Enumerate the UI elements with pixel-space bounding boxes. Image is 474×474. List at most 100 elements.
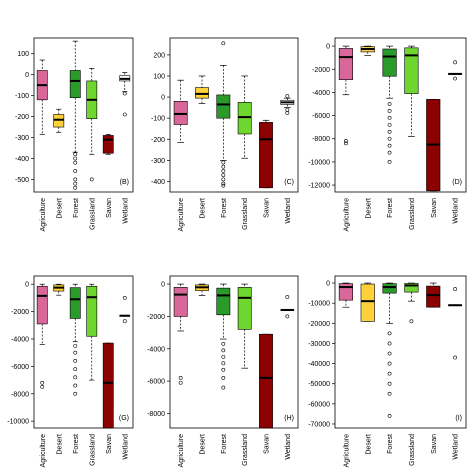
x-category-label: Wetland [122, 198, 129, 224]
x-category-label: Savan [431, 198, 438, 218]
outlier-point [387, 143, 392, 148]
outlier-point [73, 367, 78, 372]
outlier-point [285, 314, 290, 319]
y-tick-label: -40000 [308, 361, 330, 368]
y-tick-label: -10000 [308, 301, 330, 308]
outlier-point [221, 354, 226, 359]
outlier-point [387, 361, 392, 366]
x-category-label: Savan [106, 198, 113, 218]
outlier-point [221, 41, 226, 46]
outlier-point [387, 391, 392, 396]
panel-4: 0 -2000 -4000 -6000 -8000 Agriculture Desert Fo… [147, 275, 299, 467]
outlier-point [409, 319, 414, 324]
outlier-point [73, 375, 78, 380]
y-tick-label: -100 [151, 116, 165, 123]
box-forest [382, 48, 397, 77]
outlier-point [73, 391, 78, 396]
y-tick-label: 100 [17, 51, 29, 58]
outlier-point [387, 341, 392, 346]
outlier-point [221, 177, 226, 182]
x-category-label: Desert [56, 198, 63, 219]
y-tick-label: -12000 [308, 183, 330, 190]
box-grassland [404, 47, 419, 94]
y-tick-label: -300 [15, 135, 29, 142]
outlier-point [387, 122, 392, 127]
outlier-point [285, 94, 290, 98]
y-tick-label: -200 [151, 137, 165, 144]
x-category-label: Desert [200, 434, 207, 455]
y-tick-label: -20000 [308, 321, 330, 328]
plot-frame [334, 37, 467, 193]
plot-frame [33, 275, 134, 429]
panel-label: (B) [120, 179, 129, 186]
outlier-point [387, 129, 392, 134]
outlier-point [122, 91, 127, 96]
x-category-label: Savan [264, 434, 271, 454]
box-grassland [404, 283, 419, 293]
x-category-label: Desert [56, 434, 63, 455]
box-desert [360, 283, 375, 322]
x-category-label: Desert [365, 434, 372, 455]
outlier-point [387, 136, 392, 141]
box-forest [216, 94, 231, 119]
y-tick-label: -8000 [11, 391, 29, 398]
outlier-point [73, 185, 78, 190]
panel-2: 0 -2000 -4000 -6000 -8000 -10000 -12000 Agricul… [308, 37, 467, 231]
panel-3: 0 -2000 -4000 -6000 -8000 -10000 Agriculture De… [7, 275, 134, 467]
outlier-point [89, 177, 94, 182]
y-tick-label: -60000 [308, 401, 330, 408]
panel-0: 100 0 -100 -200 -300 -400 -500 Agriculture Deser… [15, 37, 134, 231]
outlier-point [73, 152, 78, 157]
panel-5: 0 -10000 -20000 -30000 -40000 -50000 -60000 -70… [308, 275, 467, 468]
outlier-point [221, 342, 226, 346]
y-tick-label: -6000 [11, 364, 29, 371]
y-tick-label: -2000 [312, 67, 330, 74]
panel-label: (H) [284, 415, 294, 422]
outlier-point [221, 375, 226, 380]
box-agriculture [36, 285, 48, 325]
x-category-label: Agriculture [343, 434, 350, 468]
outlier-point [387, 371, 392, 376]
outlier-point [178, 380, 183, 385]
outlier-point [122, 112, 127, 117]
x-category-label: Wetland [122, 434, 129, 460]
x-category-label: Forest [221, 434, 228, 454]
x-category-label: Desert [365, 198, 372, 219]
outlier-point [73, 181, 78, 186]
y-tick-label: -4000 [147, 346, 165, 353]
y-tick-label: -6000 [147, 379, 165, 386]
x-category-label: Grassland [242, 198, 249, 230]
panel-label: (I) [455, 415, 462, 422]
y-tick-label: -30000 [308, 341, 330, 348]
outlier-point [73, 160, 78, 165]
outlier-point [122, 319, 127, 324]
box-agriculture [338, 48, 353, 80]
outlier-point [73, 343, 78, 348]
box-forest [69, 70, 81, 99]
outlier-point [73, 350, 78, 355]
box-savan [102, 135, 114, 154]
outlier-point [178, 375, 183, 380]
x-category-label: Forest [387, 198, 394, 218]
outlier-point [73, 156, 78, 161]
y-tick-label: -8000 [312, 136, 330, 143]
y-tick-label: 0 [326, 281, 330, 288]
y-tick-label: 0 [25, 282, 29, 289]
box-agriculture [173, 287, 188, 317]
box-forest [216, 287, 231, 316]
x-category-label: Grassland [89, 434, 96, 466]
y-tick-label: -400 [15, 156, 29, 163]
outlier-point [40, 385, 45, 389]
box-agriculture [173, 100, 188, 125]
outlier-point [387, 381, 392, 386]
outlier-point [387, 351, 392, 356]
y-tick-label: -100 [15, 93, 29, 100]
x-category-label: Grassland [242, 434, 249, 466]
x-category-label: Grassland [89, 198, 96, 230]
plot-frame [334, 275, 467, 429]
outlier-point [221, 385, 226, 390]
outlier-point [73, 169, 78, 173]
y-tick-label: -200 [15, 114, 29, 121]
y-tick-label: -10000 [308, 159, 330, 166]
outlier-point [387, 109, 392, 113]
